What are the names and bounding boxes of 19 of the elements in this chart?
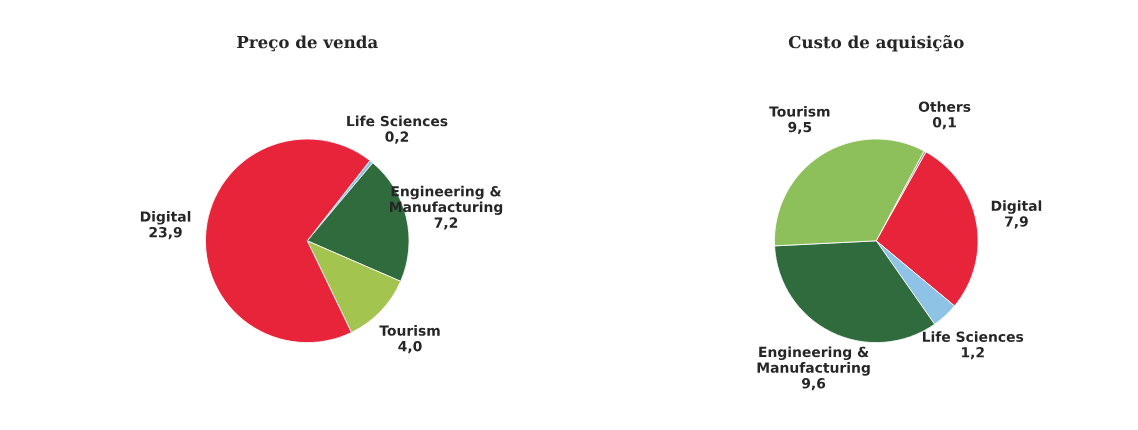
- data-label: 7,2: [434, 217, 458, 230]
- data-label: 1,2: [962, 347, 984, 360]
- data-label: 9,6: [801, 378, 826, 391]
- slice-label: Tourism: [769, 105, 830, 117]
- data-label: 7,9: [1005, 216, 1028, 229]
- chart-title: Custo de aquisição: [788, 34, 964, 52]
- slice-label: Life Sciences: [347, 115, 448, 127]
- data-label: 9,5: [788, 121, 812, 135]
- slice-label: Others: [918, 101, 971, 112]
- data-label: 0,2: [385, 131, 409, 144]
- data-label: 0,1: [932, 116, 956, 130]
- slice-label: Digital: [140, 211, 191, 225]
- data-label: 23,9: [149, 226, 182, 240]
- slice-label: Life Sciences: [922, 331, 1024, 342]
- data-label: 4,0: [398, 340, 422, 354]
- chart-title: Preço de venda: [237, 35, 378, 52]
- slice-label: Tourism: [379, 325, 440, 336]
- slice-label: Digital: [991, 200, 1042, 214]
- slice-label: Engineering & Manufacturing: [757, 346, 870, 376]
